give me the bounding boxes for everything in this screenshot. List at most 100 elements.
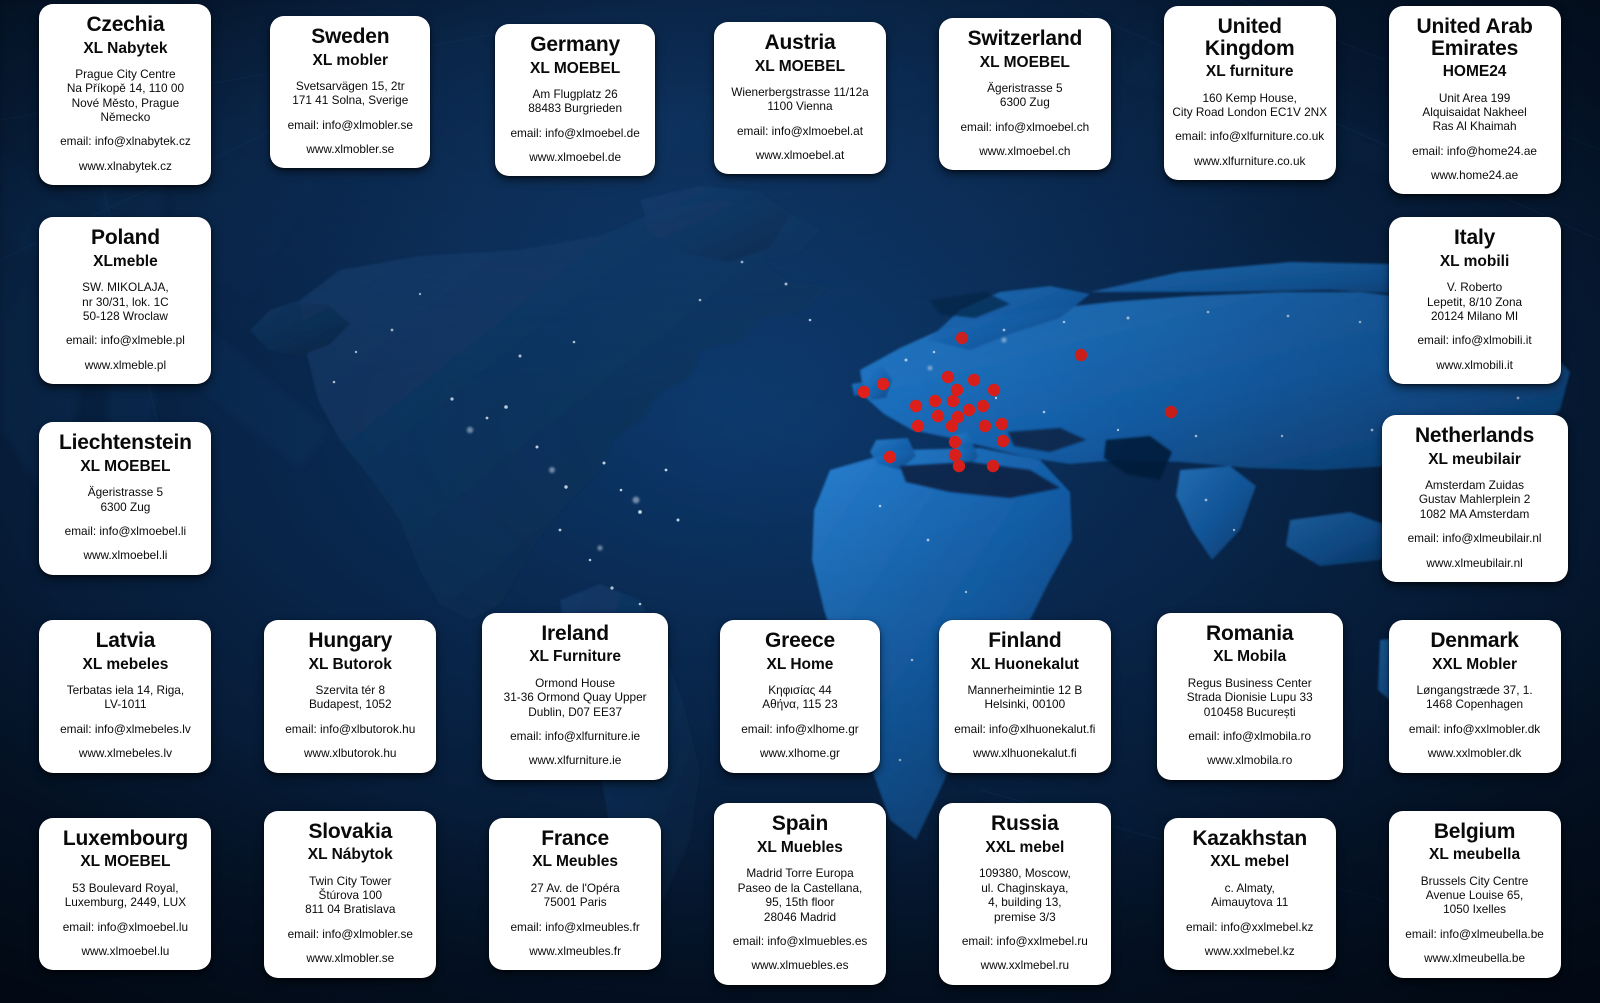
card-email[interactable]: email: info@xxlmebel.kz [1186, 919, 1314, 934]
card-website[interactable]: www.xxlmobler.dk [1427, 746, 1522, 761]
card-address: Am Flugplatz 26 88483 Burgrieden [528, 86, 623, 116]
contact-card-switzerland[interactable]: Switzerland XL MOEBEL Ägeristrasse 5 630… [938, 18, 1111, 171]
card-email[interactable]: email: info@xlmobler.se [287, 117, 413, 132]
card-brand: XL Nabytek [83, 39, 168, 57]
card-brand: XL meubella [1429, 846, 1521, 864]
cell-liechtenstein: Liechtenstein XL MOEBEL Ägeristrasse 5 6… [16, 400, 235, 598]
card-brand: XXL mebel [1210, 853, 1290, 871]
card-address: Mannerheimintie 12 B Helsinki, 00100 [967, 682, 1083, 712]
contact-card-russia[interactable]: Russia XXL mebel 109380, Moscow, ul. Cha… [938, 803, 1111, 985]
card-country: United Arab Emirates [1416, 15, 1533, 60]
card-email[interactable]: email: info@xlmoebel.ch [960, 119, 1090, 134]
card-email[interactable]: email: info@xlmeble.pl [65, 333, 185, 348]
contact-card-spain[interactable]: Spain XL Muebles Madrid Torre Europa Pas… [713, 803, 886, 985]
card-email[interactable]: email: info@xxlmobler.dk [1408, 721, 1541, 736]
card-address: 109380, Moscow, ul. Chaginskaya, 4, buil… [978, 866, 1071, 924]
contact-card-italy[interactable]: Italy XL mobili V. Roberto Lepetit, 8/10… [1388, 217, 1561, 385]
card-country: Germany [530, 33, 620, 56]
card-website[interactable]: www.xlmobler.se [306, 951, 395, 966]
card-website[interactable]: www.xlhome.gr [759, 746, 840, 761]
card-email[interactable]: email: info@xlfurniture.ie [510, 728, 641, 743]
card-country: Russia [991, 812, 1059, 836]
card-email[interactable]: email: info@xlmobila.ro [1188, 728, 1312, 743]
contact-card-finland[interactable]: Finland XL Huonekalut Mannerheimintie 12… [938, 620, 1111, 773]
card-website[interactable]: www.xxlmebel.kz [1204, 943, 1295, 958]
card-email[interactable]: email: info@xlmobili.it [1417, 333, 1532, 348]
card-website[interactable]: www.xlmebeles.lv [78, 746, 172, 761]
card-website[interactable]: www.xlmoebel.li [83, 548, 168, 563]
card-country: Poland [91, 226, 160, 250]
cell-russia: Russia XXL mebel 109380, Moscow, ul. Cha… [915, 795, 1134, 993]
card-country: Belgium [1433, 819, 1516, 843]
card-brand: XXL mebel [985, 839, 1065, 857]
cell-kazakhstan: Kazakhstan XXL mebel c. Almaty, Aimauyto… [1140, 795, 1359, 993]
card-website[interactable]: www.xlmeubilair.nl [1426, 555, 1523, 570]
card-email[interactable]: email: info@xlmuebles.es [732, 933, 868, 948]
card-website[interactable]: www.xlmeble.pl [84, 357, 167, 372]
card-email[interactable]: email: info@xlmobler.se [287, 926, 413, 941]
card-address: 27 Av. de l'Opéra 75001 Paris [530, 880, 620, 910]
contact-card-czechia[interactable]: Czechia XL Nabytek Prague City Centre Na… [39, 4, 212, 186]
card-website[interactable]: www.xlmobili.it [1436, 357, 1513, 372]
card-website[interactable]: www.xlmoebel.at [755, 148, 845, 163]
card-email[interactable]: email: info@xlfurniture.co.uk [1175, 129, 1325, 144]
contact-card-denmark[interactable]: Denmark XXL Mobler Løngangstræde 37, 1. … [1388, 620, 1561, 773]
card-email[interactable]: email: info@xlmeubles.fr [510, 919, 640, 934]
card-website[interactable]: www.xlfurniture.co.uk [1193, 153, 1306, 168]
card-website[interactable]: www.xlmeubella.be [1424, 951, 1526, 966]
card-email[interactable]: email: info@xlmoebel.at [736, 123, 864, 138]
card-address: Twin City Tower Štúrova 100 811 04 Brati… [305, 873, 396, 917]
card-website[interactable]: www.home24.ae [1430, 168, 1519, 183]
card-website[interactable]: www.xxlmebel.ru [980, 958, 1070, 973]
card-email[interactable]: email: info@xlmoebel.li [64, 523, 187, 538]
card-website[interactable]: www.xlmobler.se [306, 142, 395, 157]
contact-card-greece[interactable]: Greece XL Home Κηφισίας 44 Αθήνα, 115 23… [719, 620, 880, 773]
contact-card-austria[interactable]: Austria XL MOEBEL Wienerbergstrasse 11/1… [713, 22, 886, 175]
card-brand: XL MOEBEL [80, 457, 171, 475]
card-website[interactable]: www.xlmoebel.de [529, 150, 622, 165]
card-website[interactable]: www.xlhuonekalut.fi [973, 746, 1077, 761]
card-email[interactable]: email: info@xlmoebel.lu [62, 919, 189, 934]
card-email[interactable]: email: info@xlhuonekalut.fi [954, 721, 1096, 736]
contact-card-romania[interactable]: Romania XL Mobila Regus Business Center … [1156, 612, 1343, 780]
card-email[interactable]: email: info@xlmeubella.be [1405, 926, 1544, 941]
card-email[interactable]: email: info@xlbutorok.hu [285, 721, 416, 736]
card-website[interactable]: www.xlfurniture.ie [528, 753, 622, 768]
card-address: Terbatas iela 14, Riga, LV-1011 [66, 682, 185, 712]
contact-card-sweden[interactable]: Sweden XL mobler Svetsarvägen 15, 2tr 17… [270, 16, 431, 169]
card-email[interactable]: email: info@xlmeubilair.nl [1407, 531, 1542, 546]
contact-card-poland[interactable]: Poland XLmeble SW. MIKOLAJA, nr 30/31, l… [39, 217, 212, 385]
contact-card-united-kingdom[interactable]: United Kingdom XL furniture 160 Kemp Hou… [1163, 6, 1336, 181]
contact-card-luxembourg[interactable]: Luxembourg XL MOEBEL 53 Boulevard Royal,… [39, 817, 212, 971]
card-brand: XL Furniture [529, 648, 622, 666]
card-website[interactable]: www.xlmeubles.fr [529, 943, 622, 958]
contact-card-germany[interactable]: Germany XL MOEBEL Am Flugplatz 26 88483 … [495, 24, 656, 177]
card-website[interactable]: www.xlmoebel.ch [979, 144, 1071, 159]
contact-card-belgium[interactable]: Belgium XL meubella Brussels City Centre… [1388, 810, 1561, 978]
card-website[interactable]: www.xlmuebles.es [751, 958, 849, 973]
contact-card-hungary[interactable]: Hungary XL Butorok Szervita tér 8 Budape… [264, 620, 437, 773]
contact-card-kazakhstan[interactable]: Kazakhstan XXL mebel c. Almaty, Aimauyto… [1163, 817, 1336, 971]
card-email[interactable]: email: info@xlhome.gr [741, 721, 859, 736]
cell-luxembourg: Luxembourg XL MOEBEL 53 Boulevard Royal,… [16, 795, 235, 993]
card-website[interactable]: www.xlmoebel.lu [81, 943, 170, 958]
card-website[interactable]: www.xlmobila.ro [1207, 753, 1293, 768]
contact-card-latvia[interactable]: Latvia XL mebeles Terbatas iela 14, Riga… [39, 620, 212, 773]
card-brand: XL Huonekalut [970, 655, 1079, 673]
card-brand: XL Muebles [757, 839, 843, 857]
card-brand: XL furniture [1205, 63, 1294, 81]
contact-card-france[interactable]: France XL Meubles 27 Av. de l'Opéra 7500… [489, 817, 662, 971]
contact-card-netherlands[interactable]: Netherlands XL meubilair Amsterdam Zuida… [1381, 415, 1568, 582]
card-email[interactable]: email: info@xlmebeles.lv [60, 721, 191, 736]
card-email[interactable]: email: info@home24.ae [1412, 143, 1537, 158]
card-email[interactable]: email: info@xlmoebel.de [510, 125, 640, 140]
contact-card-liechtenstein[interactable]: Liechtenstein XL MOEBEL Ägeristrasse 5 6… [39, 422, 212, 575]
card-website[interactable]: www.xlbutorok.hu [304, 746, 397, 761]
cell-greece: Greece XL Home Κηφισίας 44 Αθήνα, 115 23… [691, 597, 910, 795]
card-email[interactable]: email: info@xxlmebel.ru [961, 933, 1088, 948]
contact-card-slovakia[interactable]: Slovakia XL Nábytok Twin City Tower Štúr… [264, 810, 437, 978]
contact-card-ireland[interactable]: Ireland XL Furniture Ormond House 31-36 … [482, 612, 669, 780]
card-website[interactable]: www.xlnabytek.cz [78, 158, 172, 173]
card-email[interactable]: email: info@xlnabytek.cz [60, 134, 191, 149]
contact-card-united-arab-emirates[interactable]: United Arab Emirates HOME24 Unit Area 19… [1388, 6, 1561, 195]
